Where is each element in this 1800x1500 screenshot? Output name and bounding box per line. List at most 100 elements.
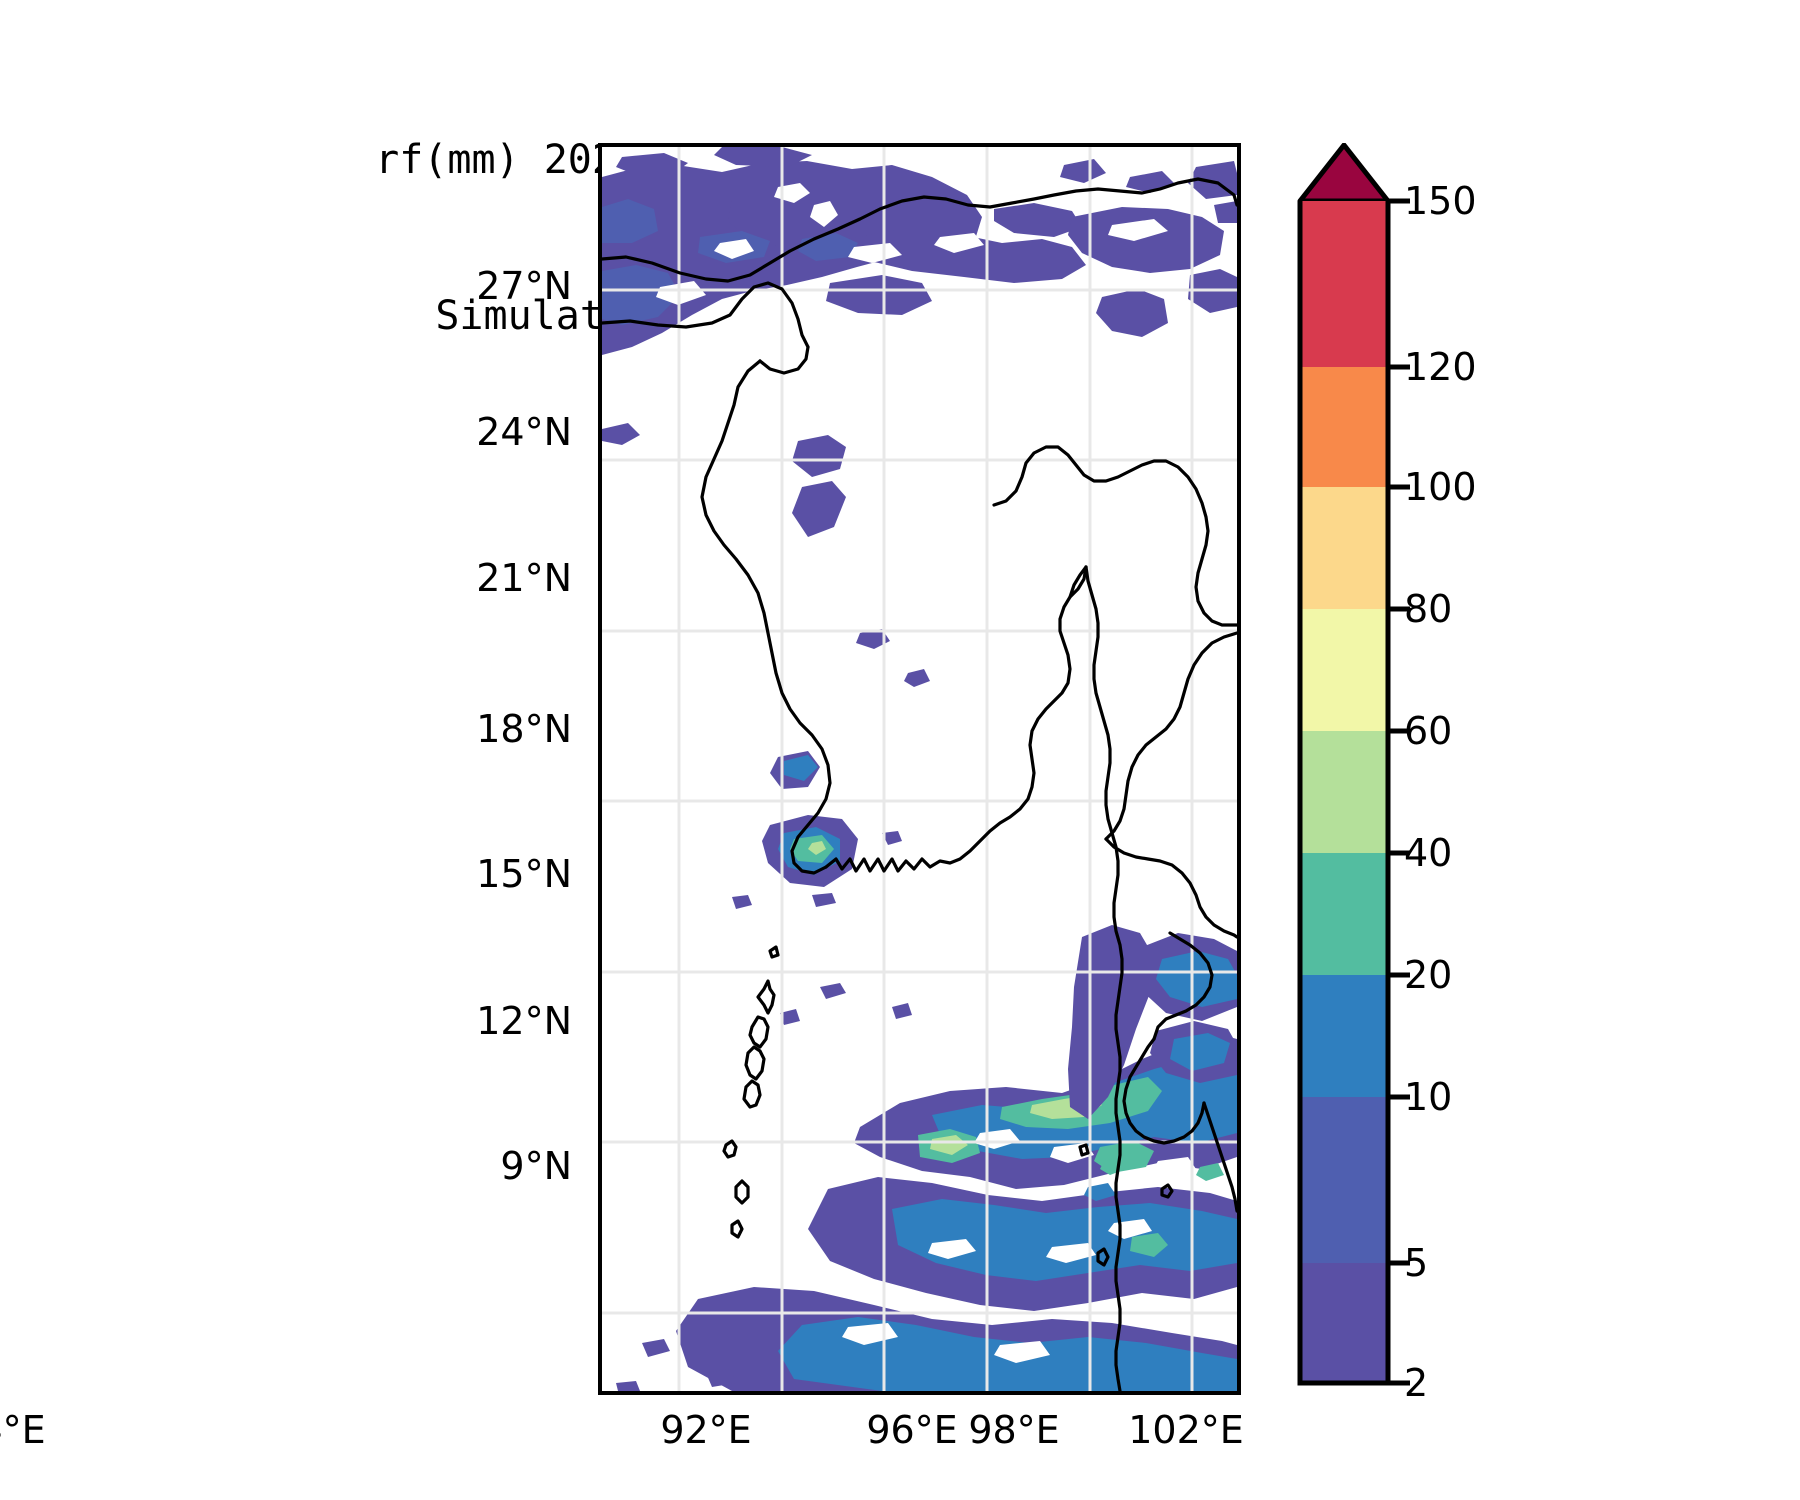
ytick-label-12n: 12°N: [476, 999, 572, 1043]
xtick-label-98e: 98°E: [968, 1408, 1060, 1452]
island-middle-andaman: [748, 1015, 770, 1049]
contour-martaban-5: [808, 841, 826, 855]
contour-tenasserim-e: [1170, 1033, 1230, 1071]
contour-andaman-cell-4: [812, 893, 836, 907]
ytick-label-24n: 24°N: [476, 410, 572, 454]
ytick-label-18n: 18°N: [476, 707, 572, 751]
contour-band-2-5: [602, 161, 982, 355]
colorbar-tick-80: 80: [1404, 587, 1453, 631]
island-great-nicobar: [730, 1219, 744, 1239]
ytick-label-9n: 9°N: [500, 1144, 572, 1188]
colorbar-tick-60: 60: [1404, 709, 1453, 753]
xtick-label-92e: 92°E: [660, 1408, 752, 1452]
contour-andaman-cell-1: [856, 629, 890, 649]
contour-se-40-60b: [930, 1135, 968, 1155]
contour-south-cell-3: [616, 1381, 640, 1391]
colorbar-extend-arrow: [1297, 143, 1391, 204]
border-bangladesh: [602, 281, 810, 349]
contour-se-hole-3: [1152, 1157, 1196, 1177]
contour-band-2-5-b: [728, 191, 830, 247]
xtick-label-96e: 96°E: [866, 1408, 958, 1452]
island-south-andaman: [744, 1045, 766, 1081]
contour-se-20-40d: [1130, 1233, 1168, 1257]
contour-pen-cell-3: [1196, 1163, 1224, 1181]
colorbar-tick-150: 150: [1404, 179, 1477, 223]
colorbar-band-60-80: [1300, 609, 1388, 731]
contour-se-hole-2: [1050, 1143, 1094, 1163]
contour-tenasserim-c: [1156, 951, 1237, 1007]
island-phuket: [1096, 1247, 1110, 1267]
ytick-label-21n: 21°N: [476, 556, 572, 600]
border-bangladesh-2: [758, 345, 810, 375]
contour-hole-north-6: [1108, 219, 1168, 241]
border-laos-vietnam: [1104, 631, 1237, 841]
island-north-andaman: [756, 979, 776, 1015]
contour-andaman-cell-3: [882, 831, 902, 845]
border-myanmar-thailand: [1084, 565, 1124, 1391]
coastlines-and-borders: [602, 177, 1237, 1391]
border-cambodia-south: [1152, 931, 1214, 1041]
contour-band-2-5-j: [714, 147, 812, 167]
contour-andaman-cell-8: [780, 1009, 800, 1025]
contour-andaman-cell-2: [904, 669, 930, 687]
contour-band-2-5-d: [994, 203, 1082, 237]
contour-mid-patch-3: [602, 423, 640, 445]
island-little-andaman: [742, 1079, 762, 1109]
contour-mid-patch-1: [792, 435, 846, 477]
contour-se-hole-5: [1046, 1243, 1096, 1263]
colorbar-tick-20: 20: [1404, 953, 1453, 997]
colorbar-svg[interactable]: [1296, 143, 1496, 1395]
contour-band-2-5-c: [847, 229, 1086, 283]
contour-hole-north-4: [848, 243, 902, 263]
ytick-label-27n: 27°N: [476, 264, 572, 308]
colorbar-band-40-60: [1300, 731, 1388, 853]
contour-hole-north-3: [714, 239, 754, 259]
coast-gulf-thailand: [1122, 1037, 1206, 1145]
contour-andaman-cell-6: [820, 983, 846, 999]
map-axes[interactable]: [598, 143, 1241, 1395]
contour-south-cell-2: [706, 1369, 736, 1387]
colorbar-ticks: [1388, 198, 1410, 1386]
xtick-label-102e: 102°E: [1128, 1408, 1244, 1452]
map-plot[interactable]: [602, 147, 1237, 1391]
colorbar-tick-100: 100: [1404, 465, 1477, 509]
contour-pen-cell-2: [1084, 1183, 1116, 1201]
contour-mid-patch-2: [792, 481, 846, 537]
ytick-label-15n: 15°N: [476, 852, 572, 896]
island-car-nicobar: [722, 1139, 738, 1159]
contour-band-5-10-nw2: [602, 265, 680, 325]
contour-ne-patch-2: [1214, 201, 1237, 223]
colorbar[interactable]: 150 120 100 80 60 40 20 10 5 2: [1296, 143, 1716, 1405]
contour-andaman-cell-5: [732, 895, 752, 909]
border-thailand-laos: [992, 445, 1237, 627]
contour-band-2-5-g: [1096, 289, 1168, 337]
colorbar-tick-5: 5: [1404, 1241, 1429, 1285]
island-small-1: [1078, 1143, 1090, 1157]
contour-band-2-5-i: [616, 153, 688, 175]
colorbar-band-5-10: [1300, 1097, 1388, 1263]
colorbar-tick-2: 2: [1404, 1361, 1429, 1405]
contour-se-hole-7: [994, 1341, 1050, 1363]
contour-band-2-5-h: [826, 275, 932, 315]
coast-arakan: [700, 359, 832, 875]
colorbar-band-2-5: [1300, 1263, 1388, 1383]
contour-se-10-20b: [892, 1199, 1237, 1281]
map-gridlines: [602, 147, 1237, 1391]
contour-martaban-6: [784, 755, 818, 781]
border-thai-west: [1068, 565, 1088, 599]
colorbar-band-20-40: [1300, 853, 1388, 975]
colorbar-band-10-20: [1300, 975, 1388, 1097]
contour-band-5-10-nw: [602, 199, 658, 243]
contour-hole-north-2: [810, 201, 838, 227]
colorbar-tick-10: 10: [1404, 1075, 1453, 1119]
coast-malay-east: [1202, 1101, 1237, 1213]
colorbar-outline: [1297, 201, 1391, 1386]
island-small-2: [768, 945, 780, 959]
colorbar-tick-120: 120: [1404, 345, 1477, 389]
border-cambodia: [1104, 837, 1237, 939]
xtick-label-94e: 94°E: [0, 1408, 46, 1452]
colorbar-tick-40: 40: [1404, 831, 1453, 875]
border-north: [602, 177, 1237, 283]
contour-hole-north-7: [656, 281, 706, 305]
